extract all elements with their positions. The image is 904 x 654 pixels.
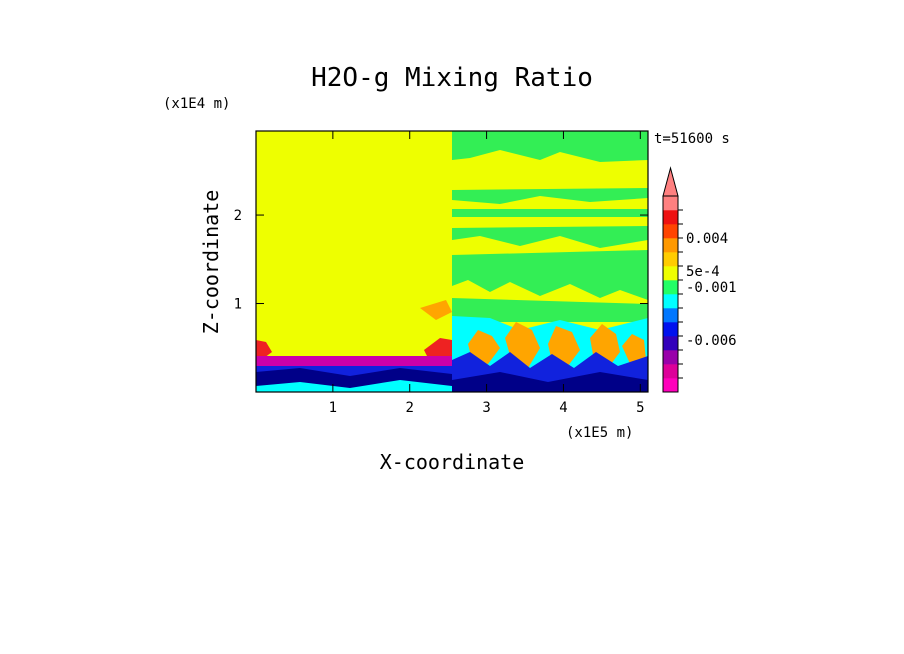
colorbar-label: -0.006 [686,333,737,349]
colorbar-swatch [663,294,678,309]
colorbar-swatch [663,224,678,239]
region-green-band [452,298,648,322]
colorbar-extend-arrow [662,166,679,197]
x-tick-label: 4 [559,400,567,416]
region-green-band [452,188,648,204]
x-tick-label: 5 [636,400,644,416]
region-orange-plume [548,326,580,366]
colorbar-swatch [663,196,678,211]
x-tick-label: 1 [329,400,337,416]
colorbar-swatch [663,210,678,225]
colorbar-label: -0.001 [686,280,737,296]
colorbar-swatch [663,238,678,253]
y-tick-label: 2 [234,208,242,224]
x-axis-label: X-coordinate [380,450,525,474]
y-scale-label: (x1E4 m) [163,96,230,112]
region-green-band [452,131,648,162]
colorbar-swatch [663,364,678,379]
region-left-background [256,131,456,392]
region-orange-plume [420,300,452,320]
x-tick-label: 2 [406,400,414,416]
region-green-band [452,209,648,217]
x-scale-label: (x1E5 m) [566,425,633,441]
colorbar-label: 0.004 [686,231,728,247]
region-red-edge [256,340,272,358]
region-navy-base [452,372,648,392]
colorbar-swatch [663,378,678,393]
chart-title: H2O-g Mixing Ratio [311,63,593,93]
colorbar-label: 5e-4 [686,264,720,280]
heatmap-field [256,131,648,392]
colorbar-swatch [663,308,678,323]
x-tick-label: 3 [482,400,490,416]
colorbar-swatch [663,350,678,365]
colorbar-swatch [663,336,678,351]
y-axis: 12 [234,208,648,313]
colorbar-swatch [663,252,678,267]
region-green-band [452,250,648,300]
y-tick-label: 1 [234,297,242,313]
colorbar-frame [662,195,679,393]
region-orange-plume [468,330,500,364]
colorbar-swatch [663,322,678,337]
plot-frame [255,130,649,393]
colorbar [662,166,683,393]
region-purple-layer [256,356,452,366]
x-axis: 1 2 3 4 5 [329,131,645,416]
colorbar-swatch [663,266,678,281]
y-axis-label: Z-coordinate [199,190,223,335]
time-label: t=51600 s [654,131,730,147]
region-green-band [452,226,648,248]
region-cyan-layer [256,380,452,392]
colorbar-swatch [663,280,678,295]
